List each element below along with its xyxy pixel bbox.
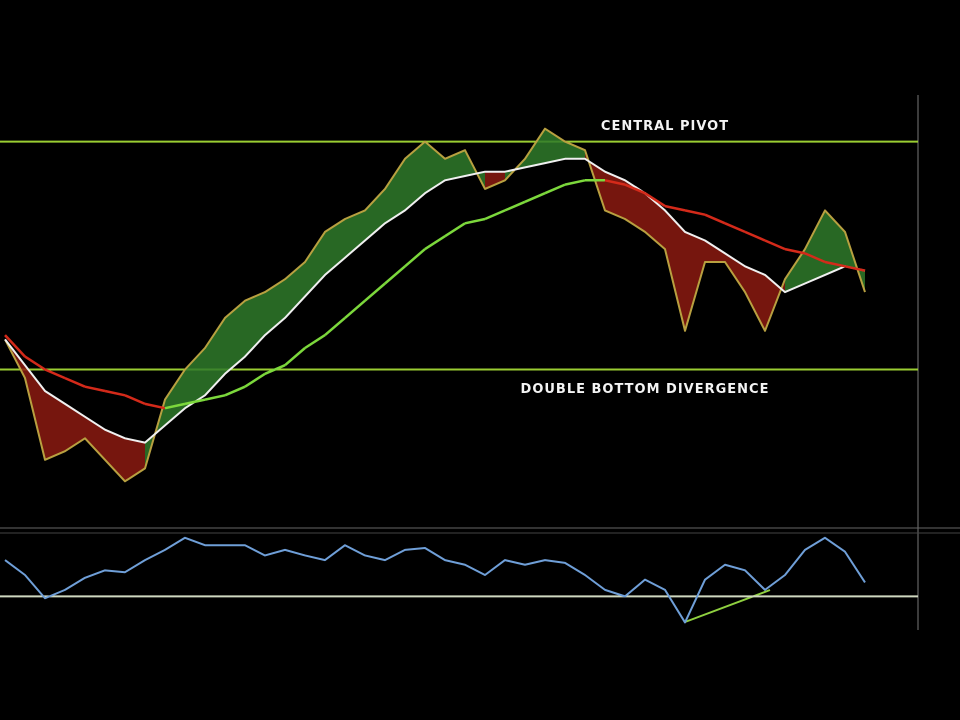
fill-band: [705, 240, 725, 262]
ma-segment: [104, 389, 126, 397]
ma-segment: [364, 282, 386, 302]
fill-band: [485, 171, 505, 189]
ma-segment: [804, 252, 826, 264]
ma-segment: [544, 183, 566, 195]
ma-segment: [324, 316, 346, 337]
ma-segment: [824, 260, 846, 268]
fill-band: [345, 210, 365, 258]
ma-segment: [604, 179, 626, 186]
ma-segment: [264, 364, 286, 375]
ma-segment: [424, 235, 446, 251]
ma-segment: [504, 200, 526, 212]
ma-segment: [384, 265, 406, 285]
fill-band: [185, 348, 205, 409]
fill-band: [545, 128, 565, 164]
fill-band: [225, 300, 245, 374]
fill-band: [105, 429, 125, 482]
ma-segment: [284, 347, 306, 367]
oscillator-panel: [0, 536, 918, 624]
ma-segment: [244, 372, 266, 388]
ma-segment: [4, 334, 26, 358]
series-line: [4, 536, 866, 624]
fill-band: [205, 317, 225, 396]
fill-band: [785, 249, 805, 293]
ma-segment: [784, 247, 806, 255]
ma-segment: [224, 385, 246, 397]
fill-band: [45, 391, 65, 460]
ma-segment: [44, 368, 66, 380]
ma-segment: [144, 402, 166, 410]
ma-segment: [164, 402, 186, 410]
ma-segment: [464, 217, 486, 225]
fill-band: [565, 141, 585, 159]
ma-segment: [624, 183, 646, 195]
ma-segment: [304, 334, 326, 350]
ma-segment: [84, 385, 106, 393]
ma-segment: [524, 192, 546, 203]
fill-band: [685, 231, 705, 331]
ma-segment: [484, 209, 506, 221]
ma-segment: [684, 209, 706, 216]
ma-segment: [664, 204, 686, 212]
divergence-line: [684, 589, 771, 623]
ma-segment: [704, 213, 726, 225]
fill-band: [625, 180, 645, 232]
ma-segment: [204, 394, 226, 401]
ma-segment: [124, 394, 146, 406]
series-line: [4, 127, 866, 483]
fill-band: [745, 266, 765, 331]
ma-segment: [344, 299, 366, 319]
fill-band: [385, 158, 405, 224]
ma-segment: [744, 230, 766, 242]
price-panel: CENTRAL PIVOT DOUBLE BOTTOM DIVERGENCE: [0, 119, 918, 483]
ma-segment: [764, 239, 786, 251]
ma-segment: [444, 222, 466, 238]
ma-segment: [184, 398, 206, 406]
ma-segment: [404, 248, 426, 268]
fill-band: [805, 210, 825, 284]
fill-band: [665, 210, 685, 331]
level-label: CENTRAL PIVOT: [601, 119, 729, 134]
fill-band: [365, 188, 385, 241]
ma-segment: [64, 376, 86, 388]
level-label: DOUBLE BOTTOM DIVERGENCE: [521, 382, 770, 397]
fill-band: [65, 403, 85, 452]
ma-segment: [644, 192, 666, 208]
fill-band: [425, 141, 445, 194]
series-line: [4, 157, 866, 444]
fill-band: [525, 128, 545, 168]
ma-segment: [844, 265, 866, 272]
ma-segment: [24, 355, 46, 371]
fill-band: [405, 141, 425, 211]
ma-segment: [724, 222, 746, 234]
ma-segment: [564, 179, 586, 186]
